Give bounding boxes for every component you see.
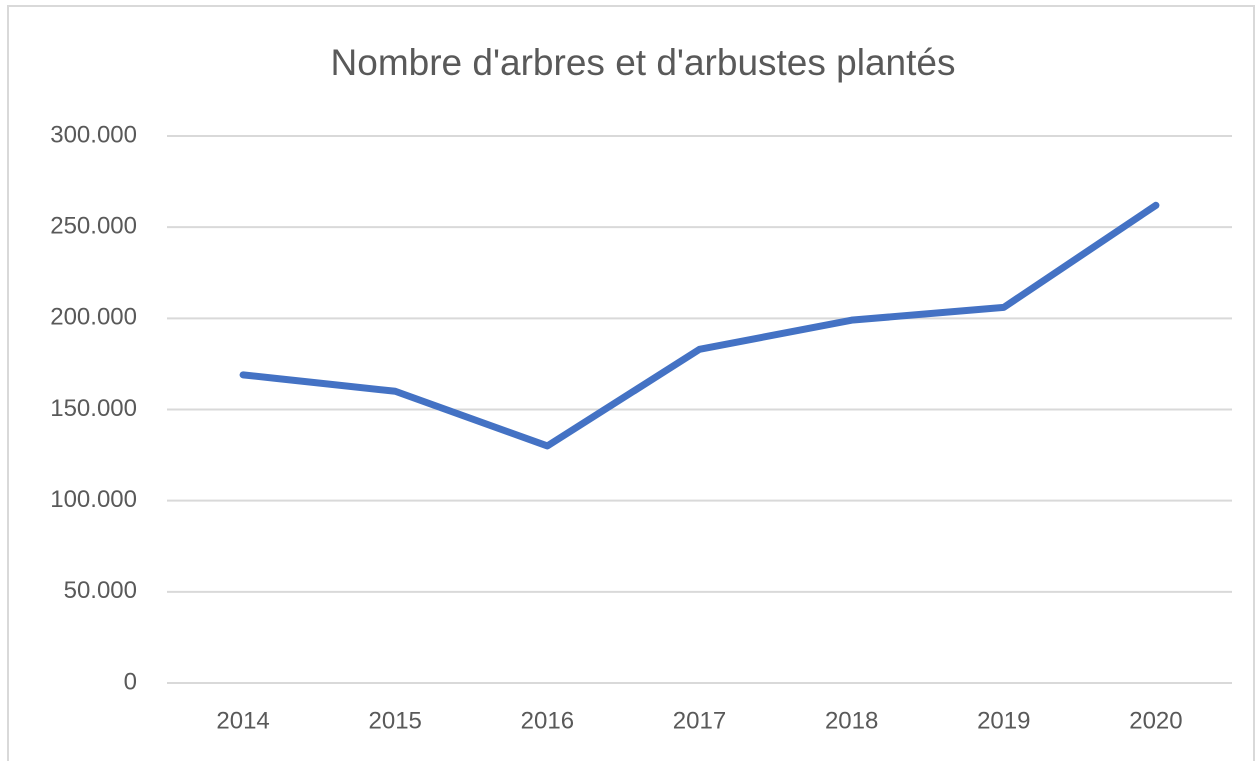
chart-title: Nombre d'arbres et d'arbustes plantés — [331, 42, 956, 83]
y-tick-label: 200.000 — [50, 304, 137, 331]
x-tick-label: 2020 — [1129, 707, 1182, 734]
line-series — [239, 201, 1160, 450]
y-tick-label: 0 — [124, 668, 137, 695]
chart-border — [7, 5, 1255, 761]
y-tick-label: 50.000 — [64, 577, 137, 604]
y-tick-label: 300.000 — [50, 121, 137, 148]
x-tick-label: 2015 — [369, 707, 422, 734]
x-tick-label: 2018 — [825, 707, 878, 734]
x-tick-label: 2019 — [977, 707, 1030, 734]
x-tick-label: 2017 — [673, 707, 726, 734]
y-tick-label: 100.000 — [50, 486, 137, 513]
x-tick-label: 2016 — [521, 707, 574, 734]
x-tick-label: 2014 — [216, 707, 269, 734]
y-tick-label: 150.000 — [50, 395, 137, 422]
y-tick-label: 250.000 — [50, 213, 137, 240]
